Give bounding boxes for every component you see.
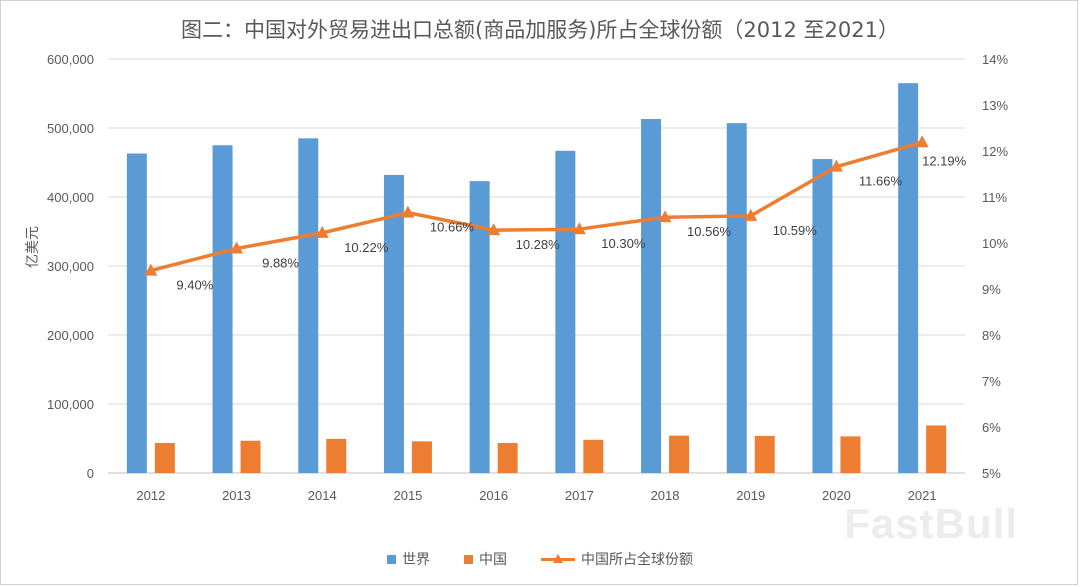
share-marker (829, 159, 843, 172)
share-data-label: 10.30% (601, 236, 646, 251)
x-tick-label: 2019 (736, 488, 765, 503)
bar-china (411, 441, 432, 473)
bar-world (469, 181, 490, 473)
bar-world (898, 83, 919, 474)
share-data-label: 12.19% (922, 153, 967, 168)
y2-tick-label: 9% (982, 282, 1001, 297)
share-line (150, 140, 923, 273)
bar-china (669, 435, 690, 473)
bar-world (126, 153, 147, 473)
y-tick-label: 200,000 (47, 328, 94, 343)
bar-china (583, 439, 604, 473)
y2-tick-label: 12% (982, 144, 1008, 159)
x-tick-label: 2016 (479, 488, 508, 503)
bar-world (726, 123, 747, 474)
share-data-label: 10.22% (344, 240, 389, 255)
x-tick-label: 2018 (651, 488, 680, 503)
bar-world (298, 138, 319, 473)
x-tick-label: 2021 (908, 488, 937, 503)
bar-china (497, 442, 518, 473)
share-marker (144, 263, 158, 276)
y-tick-label: 0 (87, 466, 94, 481)
bar-china (754, 435, 775, 473)
y-tick-label: 600,000 (47, 52, 94, 67)
x-tick-label: 2013 (222, 488, 251, 503)
y-tick-label: 100,000 (47, 397, 94, 412)
legend-item-china: 中国 (464, 549, 507, 569)
bar-world (212, 145, 233, 473)
legend-label-world: 世界 (402, 552, 430, 568)
bar-world (641, 119, 662, 473)
x-tick-label: 2014 (308, 488, 337, 503)
share-data-label: 9.40% (176, 278, 213, 293)
share-marker (915, 135, 929, 148)
x-tick-label: 2020 (822, 488, 851, 503)
y-tick-label: 300,000 (47, 259, 94, 274)
bar-world (812, 159, 833, 474)
y-tick-label: 500,000 (47, 121, 94, 136)
bar-china (926, 425, 947, 473)
share-marker (572, 222, 586, 235)
legend-label-share: 中国所占全球份额 (581, 552, 693, 568)
share-marker (658, 210, 672, 223)
share-data-label: 11.66% (859, 174, 903, 189)
bar-world (555, 150, 576, 473)
y2-tick-label: 8% (982, 328, 1001, 343)
y2-tick-label: 6% (982, 420, 1001, 435)
y-tick-label: 400,000 (47, 190, 94, 205)
share-data-label: 10.59% (773, 223, 818, 238)
share-data-label: 10.66% (430, 220, 475, 235)
share-marker (315, 225, 329, 238)
share-marker (401, 205, 415, 218)
share-marker (487, 223, 501, 236)
share-data-label: 10.56% (687, 224, 732, 239)
legend: 世界 中国 中国所占全球份额 (0, 549, 1080, 569)
chart-title: 图二：中国对外贸易进出口总额(商品加服务)所占全球份额（2012 至2021） (181, 18, 899, 42)
bar-china (840, 436, 861, 473)
y2-tick-label: 7% (982, 374, 1001, 389)
legend-label-china: 中国 (479, 552, 507, 568)
y2-tick-label: 13% (982, 98, 1008, 113)
legend-swatch-share (541, 554, 575, 564)
y2-tick-label: 14% (982, 52, 1008, 67)
bar-china (154, 442, 175, 473)
bar-china (326, 438, 347, 473)
x-tick-label: 2017 (565, 488, 594, 503)
legend-swatch-china (464, 554, 473, 564)
share-data-label: 9.88% (262, 256, 299, 271)
y2-tick-label: 5% (982, 466, 1001, 481)
legend-item-world: 世界 (387, 549, 430, 569)
x-tick-label: 2012 (136, 488, 165, 503)
share-data-label: 10.28% (516, 237, 561, 252)
share-marker (744, 208, 758, 221)
y2-tick-label: 11% (982, 190, 1007, 205)
bar-china (240, 440, 261, 473)
bar-world (383, 174, 404, 474)
y2-tick-label: 10% (982, 236, 1008, 251)
share-marker (230, 241, 244, 254)
legend-item-share: 中国所占全球份额 (541, 549, 693, 569)
x-tick-label: 2015 (393, 488, 422, 503)
legend-swatch-world (387, 554, 396, 564)
watermark-logo: FastBull (844, 500, 1018, 547)
